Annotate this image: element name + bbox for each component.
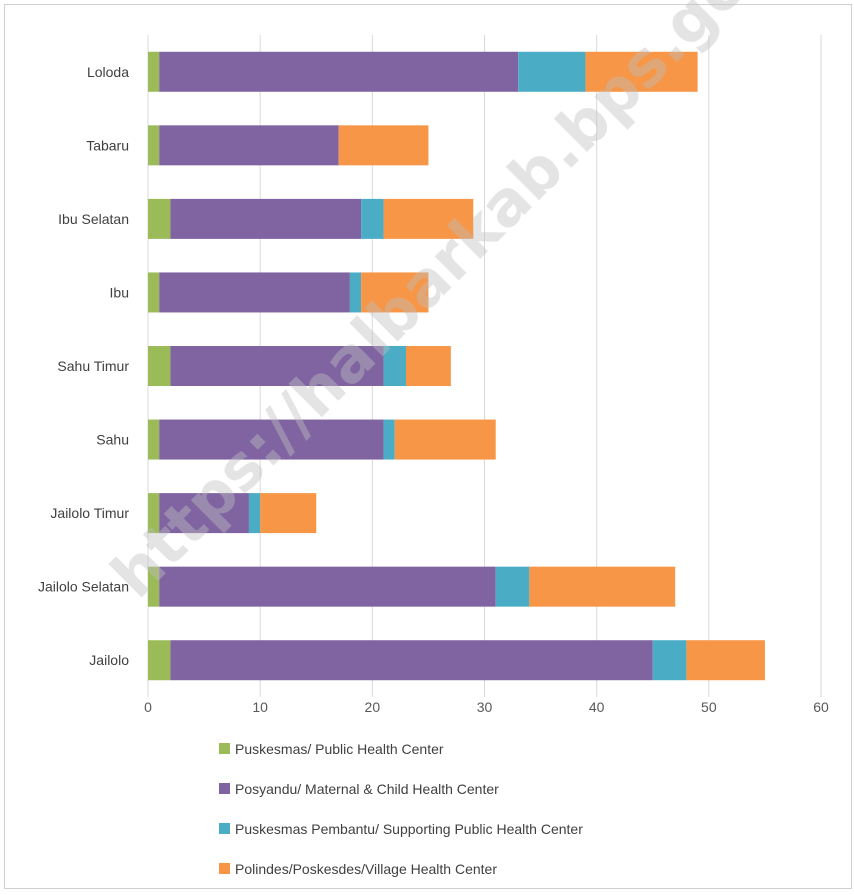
category-label: Tabaru [86,137,129,153]
bar-segment [148,346,171,386]
bar-segment [518,51,586,92]
category-label: Jailolo [89,652,129,668]
bar-segment [159,419,384,460]
bar-segment [405,346,451,386]
category-label: Sahu [96,432,129,448]
bar-segment [361,198,384,239]
bar-segment [170,640,653,681]
legend-label: Puskesmas Pembantu/ Supporting Public He… [235,821,583,837]
bar-segment [170,198,362,239]
bar-segment [159,566,496,607]
category-label: Jailolo Selatan [38,579,129,595]
legend-label: Polindes/Poskesdes/Village Health Center [235,861,497,877]
x-tick-label: 10 [252,699,268,715]
bar-segment [148,566,160,607]
bar-segment [529,566,676,607]
bar-segment [148,125,160,166]
bar-segment [148,272,160,313]
bar-segment [686,640,765,681]
legend-label: Puskesmas/ Public Health Center [235,741,444,757]
bar-segment [159,125,339,166]
legend-swatch [219,783,230,794]
stacked-bar-chart: 0 10 20 30 40 50 60 Loloda Tabaru Ibu Selatan Ibu S… [38,35,829,877]
bar-segment [170,346,384,386]
bar-segment [383,346,406,386]
bar-segment [159,493,249,534]
bar-segment [383,198,474,239]
bar-segment [148,493,160,534]
x-tick-label: 40 [589,699,605,715]
bar-segment [338,125,429,166]
bar-segment [394,419,496,460]
bar-segment [148,51,160,92]
x-tick-label: 60 [813,699,829,715]
bar-segment [159,51,519,92]
bar-segment [349,272,362,313]
category-label: Jailolo Timur [50,505,129,521]
chart-frame: 0 10 20 30 40 50 60 Loloda Tabaru Ibu Selatan Ibu S… [4,4,852,889]
x-tick-label: 0 [144,699,152,715]
bar-segment [361,272,429,313]
category-label: Loloda [87,64,129,80]
bar-segment [148,419,160,460]
legend-swatch [219,743,230,754]
bar-segment [248,493,261,534]
x-tick-label: 30 [477,699,493,715]
bar-segment [148,640,171,681]
x-tick-label: 20 [365,699,381,715]
category-label: Sahu Timur [57,358,129,374]
legend-swatch [219,863,230,874]
category-label: Ibu [110,284,129,300]
x-tick-label: 50 [701,699,717,715]
bar-segment [495,566,530,607]
bar-segment [260,493,317,534]
bar-segment [383,419,395,460]
bar-segment [148,198,171,239]
legend-label: Posyandu/ Maternal & Child Health Center [235,781,499,797]
category-label: Ibu Selatan [58,211,129,227]
legend-swatch [219,823,230,834]
bar-segment [585,51,698,92]
bar-segment [652,640,687,681]
bar-segment [159,272,350,313]
